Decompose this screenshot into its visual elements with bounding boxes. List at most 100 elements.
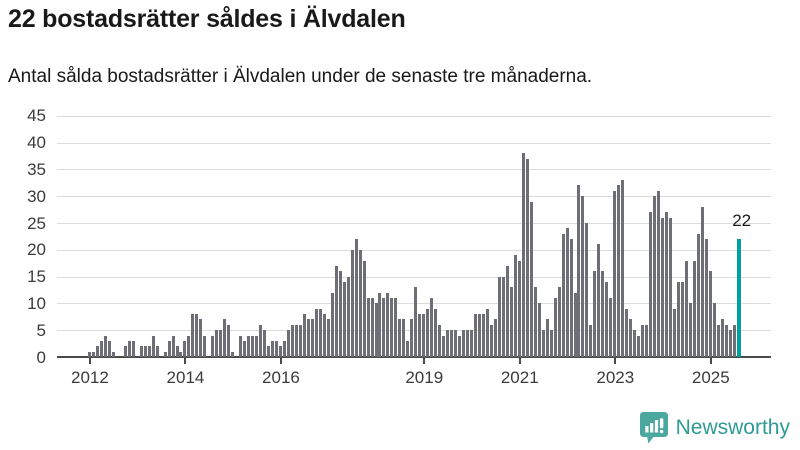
x-axis-tick	[184, 358, 187, 364]
bar	[474, 314, 477, 357]
bar	[422, 314, 426, 357]
bar	[533, 287, 537, 357]
bar	[243, 340, 247, 357]
bar	[645, 324, 649, 357]
bar	[294, 324, 298, 357]
gridline	[57, 303, 771, 305]
bar	[203, 335, 207, 357]
bar	[605, 281, 609, 357]
bar	[390, 298, 394, 357]
bar	[696, 233, 700, 357]
y-axis-label: 25	[27, 213, 46, 233]
x-axis-label: 2023	[596, 368, 635, 387]
bar	[712, 303, 716, 357]
bar	[247, 335, 251, 357]
bar	[255, 335, 259, 357]
bar	[680, 281, 684, 357]
bar	[278, 346, 282, 357]
bar	[123, 346, 127, 357]
bar	[684, 260, 688, 357]
bar	[497, 276, 501, 357]
bar	[338, 271, 342, 357]
y-axis-label: 15	[27, 267, 46, 287]
bar	[704, 239, 708, 357]
bar	[673, 308, 676, 357]
x-axis-tick	[518, 358, 521, 364]
bar	[342, 281, 346, 357]
bar	[438, 324, 442, 357]
bar	[370, 298, 374, 357]
bar	[573, 292, 577, 357]
bar	[306, 319, 310, 357]
bar	[414, 287, 418, 357]
x-axis-line	[57, 356, 771, 358]
chart-subtitle: Antal sålda bostadsrätter i Älvdalen und…	[8, 66, 593, 87]
bar	[99, 340, 103, 357]
bar	[310, 319, 314, 357]
bar	[561, 233, 565, 357]
bar	[597, 244, 601, 357]
bar	[700, 206, 704, 357]
bar	[314, 308, 318, 357]
x-axis-tick	[88, 358, 91, 364]
y-axis-label: 45	[27, 106, 46, 126]
bar	[462, 330, 466, 357]
bar	[179, 351, 183, 357]
bar	[629, 319, 633, 357]
bar	[418, 314, 422, 357]
bar	[669, 217, 673, 357]
y-axis-label: 30	[27, 186, 46, 206]
bar	[103, 335, 107, 357]
bar	[326, 319, 330, 357]
bar	[446, 330, 450, 357]
bar	[91, 351, 95, 357]
x-axis-label: 2025	[691, 368, 730, 387]
bar-chart: 0 5 10 15 20 25 30 35 40 45 2012 2014 2016 2019 2021 20…	[27, 106, 771, 387]
bar	[509, 287, 513, 357]
bar	[665, 212, 669, 357]
bar	[107, 340, 111, 357]
bar	[553, 298, 557, 357]
bar	[211, 335, 215, 357]
bar	[330, 292, 334, 357]
bar	[215, 330, 219, 357]
y-axis-label: 5	[36, 320, 46, 340]
gridline	[57, 196, 771, 198]
bar	[688, 303, 692, 357]
x-axis-label: 2012	[71, 368, 109, 387]
bar	[366, 298, 370, 357]
bar	[286, 330, 290, 357]
bar	[231, 351, 235, 357]
bar	[481, 314, 485, 357]
bar	[259, 324, 263, 357]
gridline	[57, 249, 771, 251]
bar	[641, 324, 645, 357]
x-axis-tick	[614, 358, 617, 364]
bar	[151, 335, 155, 357]
bar	[621, 180, 625, 357]
newsworthy-logo: Newsworthy	[639, 411, 790, 444]
bar	[466, 330, 470, 357]
y-axis-label: 0	[36, 347, 46, 367]
bar	[386, 292, 390, 357]
bar	[350, 249, 354, 357]
bar	[470, 330, 474, 357]
bar	[613, 190, 617, 357]
bar	[275, 340, 278, 357]
y-axis-label: 35	[27, 159, 46, 179]
bar	[239, 335, 243, 357]
newsworthy-bubble-icon	[639, 412, 668, 444]
bar	[334, 265, 338, 357]
bar	[637, 335, 641, 357]
bar	[410, 319, 414, 357]
bar	[131, 340, 135, 357]
x-axis-label: 2014	[166, 368, 205, 387]
bar	[406, 340, 410, 357]
bar	[223, 319, 227, 357]
bar	[175, 346, 179, 357]
bar	[267, 346, 271, 357]
x-axis-tick	[709, 358, 712, 364]
bar	[653, 196, 657, 357]
y-axis-label: 40	[27, 133, 46, 153]
